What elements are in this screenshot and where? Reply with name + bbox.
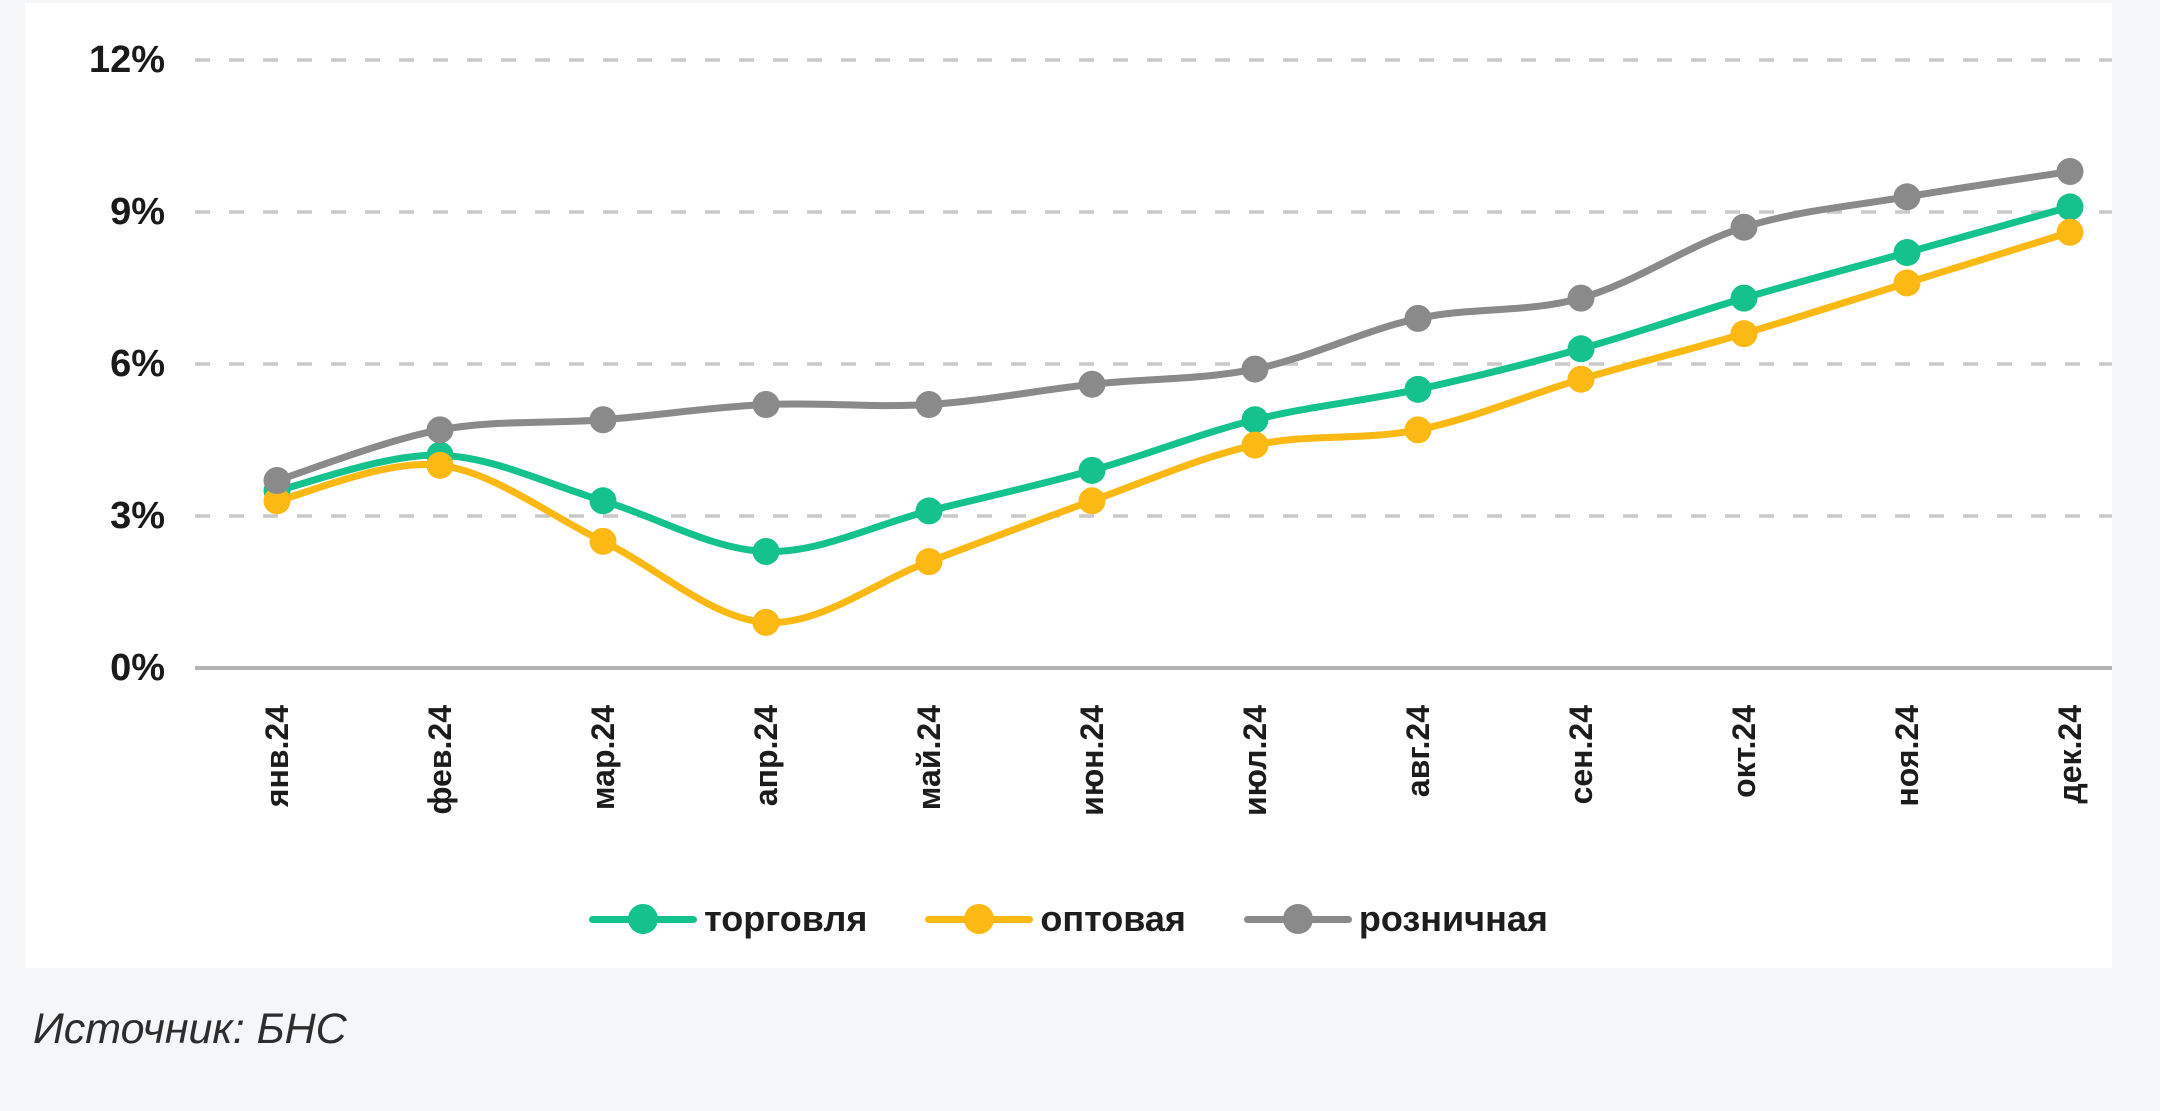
source-note: Источник: БНС bbox=[33, 1005, 347, 1054]
data-point-розничная bbox=[915, 391, 943, 419]
data-point-розничная bbox=[589, 406, 617, 434]
source-note-text: Источник: БНС bbox=[33, 1005, 347, 1053]
legend-label: торговля bbox=[704, 898, 868, 939]
data-point-оптовая bbox=[1078, 487, 1106, 515]
data-point-оптовая bbox=[752, 608, 780, 636]
data-point-розничная bbox=[1241, 355, 1269, 383]
x-axis-tick-label: апр.24 bbox=[748, 705, 784, 806]
data-point-торговля bbox=[1730, 284, 1758, 312]
data-point-розничная bbox=[1404, 304, 1432, 332]
data-point-розничная bbox=[263, 467, 291, 495]
x-axis-tick-label: фев.24 bbox=[422, 705, 458, 815]
legend-item-торговля: торговля bbox=[589, 898, 867, 940]
chart-card: 0% 3% 6% 9% 12% янв.24 фев.24 мар.24 апр.24 май.2… bbox=[25, 3, 2112, 968]
data-point-оптовая bbox=[426, 451, 454, 479]
chart-legend: торговля оптовая розничная bbox=[25, 889, 2112, 949]
data-point-оптовая bbox=[263, 487, 291, 515]
data-point-оптовая bbox=[1241, 431, 1269, 459]
data-point-розничная bbox=[1567, 284, 1595, 312]
data-point-торговля bbox=[1241, 406, 1269, 434]
data-point-оптовая bbox=[589, 527, 617, 555]
data-point-торговля bbox=[1893, 239, 1921, 267]
x-axis-tick-label: ноя.24 bbox=[1889, 705, 1925, 807]
x-axis-tick-label: окт.24 bbox=[1726, 705, 1762, 798]
series-line-розничная bbox=[273, 167, 2074, 485]
x-axis-tick-label: янв.24 bbox=[259, 705, 295, 808]
legend-label: оптовая bbox=[1040, 898, 1186, 939]
x-axis-tick-label: мар.24 bbox=[585, 705, 621, 810]
data-point-торговля bbox=[1078, 456, 1106, 484]
data-point-розничная bbox=[1893, 183, 1921, 211]
data-point-розничная bbox=[752, 391, 780, 419]
data-point-оптовая bbox=[1567, 365, 1595, 393]
y-axis-tick-label: 3% bbox=[110, 495, 165, 537]
data-point-торговля bbox=[1567, 335, 1595, 363]
data-point-торговля bbox=[589, 487, 617, 515]
x-axis-tick-label: июл.24 bbox=[1237, 705, 1273, 816]
data-point-розничная bbox=[2056, 157, 2084, 185]
legend-marker-icon bbox=[1243, 904, 1352, 934]
data-point-розничная bbox=[1078, 370, 1106, 398]
x-axis-tick-label: дек.24 bbox=[2052, 705, 2088, 804]
data-point-торговля bbox=[752, 537, 780, 565]
data-point-торговля bbox=[2056, 193, 2084, 221]
x-axis-tick-label: сен.24 bbox=[1563, 705, 1599, 805]
legend-item-розничная: розничная bbox=[1243, 898, 1548, 940]
x-axis-tick-label: май.24 bbox=[911, 705, 947, 810]
legend-label: розничная bbox=[1358, 898, 1548, 939]
x-axis-tick-label: авг.24 bbox=[1400, 705, 1436, 797]
data-point-розничная bbox=[1730, 213, 1758, 241]
legend-marker-icon bbox=[925, 904, 1034, 934]
legend-marker-icon bbox=[589, 904, 698, 934]
data-point-оптовая bbox=[915, 548, 943, 576]
y-axis-tick-label: 6% bbox=[110, 343, 165, 385]
y-axis-tick-label: 9% bbox=[110, 191, 165, 233]
data-point-торговля bbox=[1404, 375, 1432, 403]
y-axis-tick-label: 12% bbox=[89, 39, 165, 81]
series-line-оптовая bbox=[273, 228, 2074, 626]
data-point-оптовая bbox=[1730, 320, 1758, 348]
data-point-торговля bbox=[915, 497, 943, 525]
x-axis-tick-label: июн.24 bbox=[1074, 705, 1110, 816]
line-chart: 0% 3% 6% 9% 12% янв.24 фев.24 мар.24 апр.24 май.2… bbox=[89, 39, 2112, 816]
legend-item-оптовая: оптовая bbox=[925, 898, 1186, 940]
data-point-оптовая bbox=[1893, 269, 1921, 297]
series-line-торговля bbox=[273, 203, 2074, 555]
data-point-оптовая bbox=[1404, 416, 1432, 444]
y-axis-tick-label: 0% bbox=[110, 647, 165, 689]
data-point-розничная bbox=[426, 416, 454, 444]
data-point-оптовая bbox=[2056, 218, 2084, 246]
